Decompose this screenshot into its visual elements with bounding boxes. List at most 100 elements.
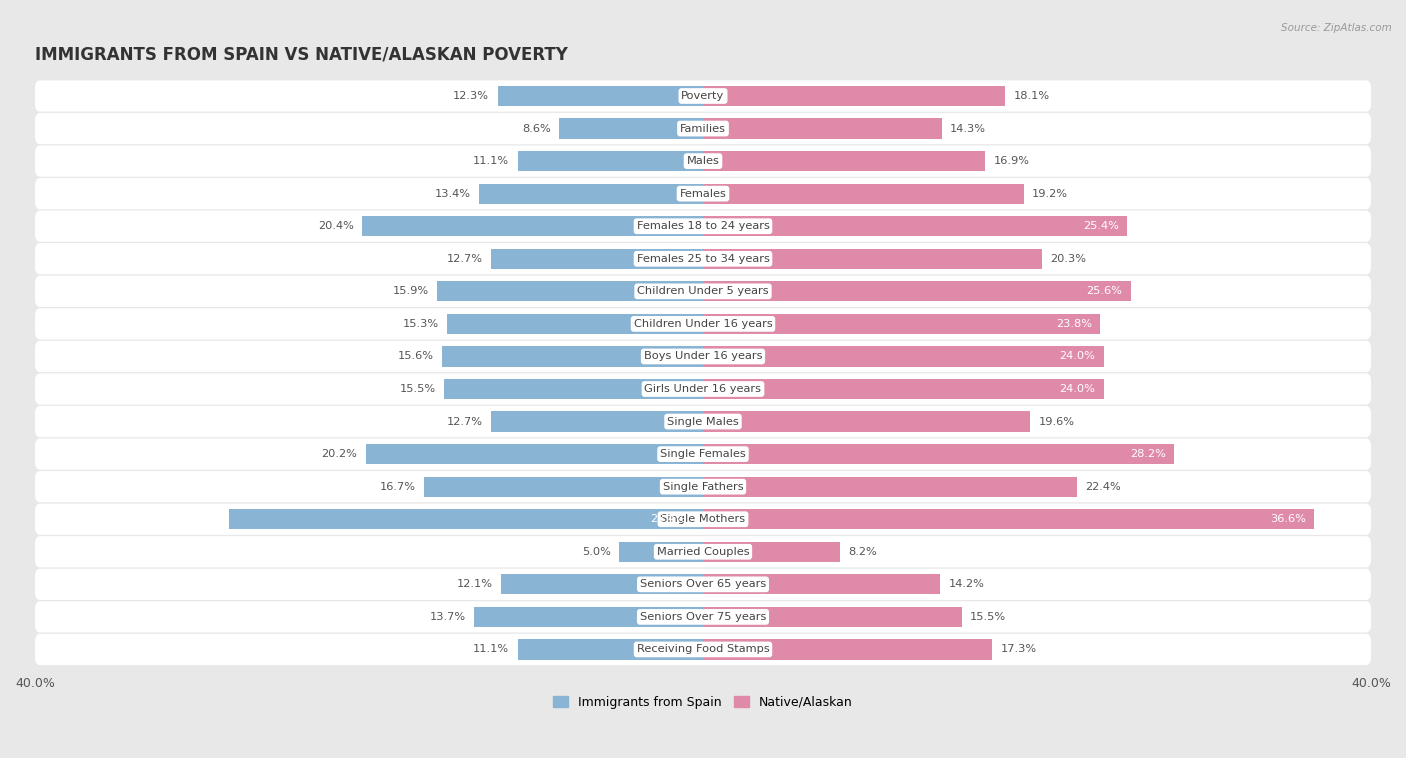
Text: 22.4%: 22.4% [1085, 481, 1121, 492]
Text: 36.6%: 36.6% [1270, 514, 1306, 525]
FancyBboxPatch shape [35, 146, 1371, 177]
Bar [425, 477, 703, 496]
FancyBboxPatch shape [35, 341, 1371, 372]
Text: 23.8%: 23.8% [1056, 319, 1092, 329]
Text: 15.5%: 15.5% [399, 384, 436, 394]
Bar [703, 412, 1031, 431]
Bar [517, 639, 703, 659]
Text: 25.6%: 25.6% [1087, 287, 1122, 296]
FancyBboxPatch shape [35, 374, 1371, 405]
Bar [501, 575, 703, 594]
Bar [703, 118, 942, 139]
Bar [560, 118, 703, 139]
Text: 24.0%: 24.0% [1060, 352, 1095, 362]
Bar [491, 412, 703, 431]
FancyBboxPatch shape [35, 243, 1371, 274]
FancyBboxPatch shape [35, 471, 1371, 503]
Bar [703, 249, 1042, 269]
FancyBboxPatch shape [35, 406, 1371, 437]
Text: 20.2%: 20.2% [322, 449, 357, 459]
Text: 15.9%: 15.9% [392, 287, 429, 296]
FancyBboxPatch shape [35, 309, 1371, 340]
FancyBboxPatch shape [35, 113, 1371, 144]
FancyBboxPatch shape [35, 178, 1371, 209]
FancyBboxPatch shape [35, 536, 1371, 568]
Bar [474, 607, 703, 627]
Bar [703, 151, 986, 171]
Text: Females 18 to 24 years: Females 18 to 24 years [637, 221, 769, 231]
Text: Seniors Over 65 years: Seniors Over 65 years [640, 579, 766, 589]
Text: 13.7%: 13.7% [430, 612, 465, 622]
FancyBboxPatch shape [35, 601, 1371, 632]
Text: 12.1%: 12.1% [457, 579, 492, 589]
Text: Families: Families [681, 124, 725, 133]
Bar [703, 607, 962, 627]
Text: 17.3%: 17.3% [1000, 644, 1036, 654]
Bar [703, 542, 839, 562]
Text: Males: Males [686, 156, 720, 166]
Text: 16.7%: 16.7% [380, 481, 416, 492]
Text: Poverty: Poverty [682, 91, 724, 101]
Text: 16.9%: 16.9% [994, 156, 1029, 166]
Text: Girls Under 16 years: Girls Under 16 years [644, 384, 762, 394]
Bar [447, 314, 703, 334]
Bar [491, 249, 703, 269]
Text: 5.0%: 5.0% [582, 547, 612, 557]
Bar [703, 444, 1174, 464]
Text: 18.1%: 18.1% [1014, 91, 1050, 101]
Text: Married Couples: Married Couples [657, 547, 749, 557]
Text: Boys Under 16 years: Boys Under 16 years [644, 352, 762, 362]
Bar [620, 542, 703, 562]
Text: 11.1%: 11.1% [474, 644, 509, 654]
Text: 28.4%: 28.4% [651, 514, 686, 525]
Text: 14.2%: 14.2% [949, 579, 984, 589]
FancyBboxPatch shape [35, 438, 1371, 470]
Text: 11.1%: 11.1% [474, 156, 509, 166]
Bar [703, 575, 941, 594]
Text: Children Under 5 years: Children Under 5 years [637, 287, 769, 296]
Text: 13.4%: 13.4% [434, 189, 471, 199]
Text: Single Mothers: Single Mothers [661, 514, 745, 525]
FancyBboxPatch shape [35, 634, 1371, 665]
Text: 12.7%: 12.7% [447, 254, 482, 264]
Bar [703, 509, 1315, 529]
Text: Source: ZipAtlas.com: Source: ZipAtlas.com [1281, 23, 1392, 33]
Bar [703, 346, 1104, 367]
Text: Females: Females [679, 189, 727, 199]
Text: 25.4%: 25.4% [1083, 221, 1119, 231]
Bar [479, 183, 703, 204]
Text: 15.6%: 15.6% [398, 352, 434, 362]
Text: 15.3%: 15.3% [404, 319, 439, 329]
Bar [363, 216, 703, 236]
Text: 12.3%: 12.3% [453, 91, 489, 101]
Bar [703, 183, 1024, 204]
Bar [444, 379, 703, 399]
FancyBboxPatch shape [35, 503, 1371, 535]
Text: Females 25 to 34 years: Females 25 to 34 years [637, 254, 769, 264]
Text: 20.3%: 20.3% [1050, 254, 1087, 264]
Text: 24.0%: 24.0% [1060, 384, 1095, 394]
Bar [703, 639, 993, 659]
FancyBboxPatch shape [35, 80, 1371, 111]
Text: 12.7%: 12.7% [447, 417, 482, 427]
Legend: Immigrants from Spain, Native/Alaskan: Immigrants from Spain, Native/Alaskan [548, 691, 858, 714]
Bar [703, 477, 1077, 496]
FancyBboxPatch shape [35, 211, 1371, 242]
Bar [703, 216, 1128, 236]
Text: IMMIGRANTS FROM SPAIN VS NATIVE/ALASKAN POVERTY: IMMIGRANTS FROM SPAIN VS NATIVE/ALASKAN … [35, 45, 568, 64]
Text: Receiving Food Stamps: Receiving Food Stamps [637, 644, 769, 654]
Text: Single Females: Single Females [661, 449, 745, 459]
Text: Single Males: Single Males [666, 417, 740, 427]
Text: 19.6%: 19.6% [1039, 417, 1074, 427]
Text: Seniors Over 75 years: Seniors Over 75 years [640, 612, 766, 622]
Bar [366, 444, 703, 464]
Bar [703, 281, 1130, 302]
Text: 15.5%: 15.5% [970, 612, 1007, 622]
FancyBboxPatch shape [35, 568, 1371, 600]
Text: 8.6%: 8.6% [522, 124, 551, 133]
Bar [703, 314, 1101, 334]
Text: 28.2%: 28.2% [1130, 449, 1166, 459]
Bar [437, 281, 703, 302]
Bar [517, 151, 703, 171]
Bar [498, 86, 703, 106]
